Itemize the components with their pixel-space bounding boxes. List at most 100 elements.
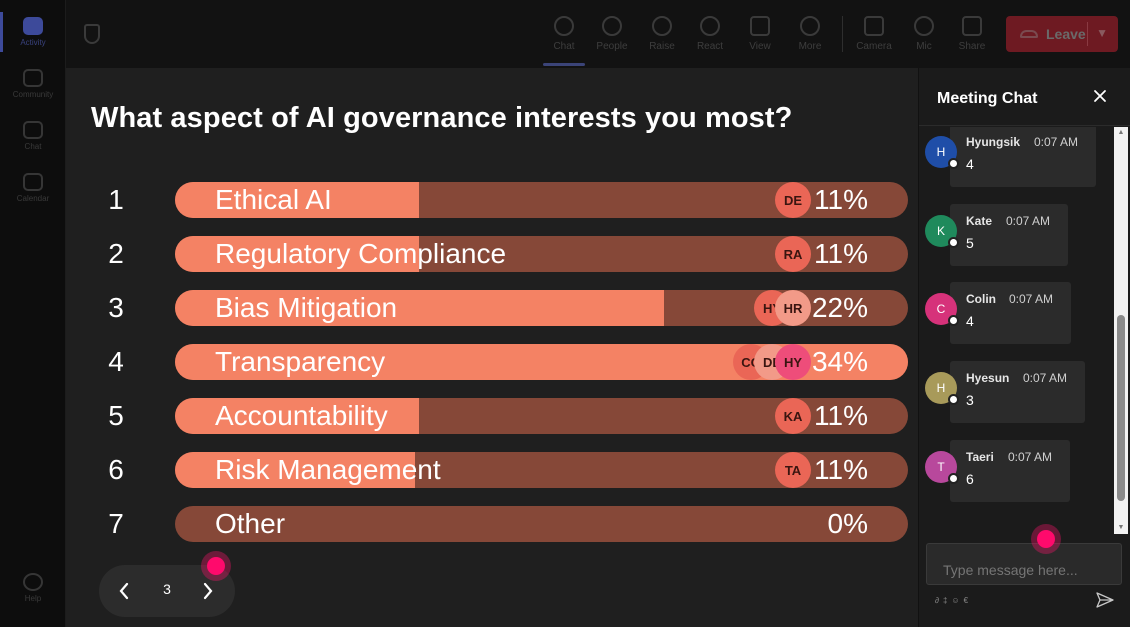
presence-status-icon [948,237,959,248]
poll-option-row[interactable]: 2 Regulatory Compliance 11% RA [66,235,918,273]
voter-avatar: TA [775,452,811,488]
poll-option-row[interactable]: 7 Other 0% [66,505,918,543]
chat-timestamp: 0:07 AM [1006,214,1051,228]
more-icon [800,16,820,36]
rail-item-community[interactable]: Community [0,58,66,110]
chat-timestamp: 0:07 AM [1023,371,1068,385]
chat-avatar[interactable]: C [925,293,959,326]
scroll-down-arrow-icon[interactable]: ▼ [1117,524,1125,531]
chat-message-bubble: Hyesun 0:07 AM 3 [950,361,1085,423]
phone-hangup-icon [1020,30,1038,38]
activity-icon [23,17,43,35]
prev-page-button[interactable] [111,578,137,604]
attach-icon[interactable]: ‡ [942,596,948,605]
poll-option-percent: 0% [827,508,868,539]
rail-item-calendar[interactable]: Calendar [0,162,66,214]
toolbar-divider [842,16,843,52]
toolbar-raise-button[interactable]: Raise [639,0,685,68]
chat-message-bubble: Colin 0:07 AM 4 [950,282,1071,344]
presence-status-icon [948,315,959,326]
chat-avatar[interactable]: K [925,215,959,248]
poll-option-row[interactable]: 1 Ethical AI 11% DE [66,181,918,219]
chat-message-bubble: Kate 0:07 AM 5 [950,204,1068,266]
chat-sender-name: Hyesun [966,371,1010,385]
chat-avatar-initial: K [936,224,945,238]
poll-option-label: Accountability [215,400,388,431]
close-icon [1094,90,1106,102]
chat-avatar[interactable]: H [925,136,959,169]
scroll-thumb[interactable] [1117,315,1125,501]
rail-item-label: Activity [20,38,46,47]
gif-icon[interactable]: € [963,596,969,605]
poll-option-number: 2 [108,238,124,269]
chat-avatar[interactable]: T [925,451,959,484]
emoji-icon[interactable]: ☺ [951,596,960,605]
scroll-up-arrow-icon[interactable]: ▲ [1117,129,1125,136]
help-icon [23,573,43,591]
poll-option-percent: 11% [814,238,868,269]
toolbar-button-label: Camera [856,41,892,52]
toolbar-button-label: People [596,41,628,52]
toolbar-view-button[interactable]: View [737,0,783,68]
send-button[interactable] [1095,592,1115,612]
next-page-button[interactable] [195,578,221,604]
poll-stage: What aspect of AI governance interests y… [66,68,918,627]
view-icon [750,16,770,36]
react-icon [700,16,720,36]
presence-status-icon [948,473,959,484]
poll-option-row[interactable]: 6 Risk Management 11% TA [66,451,918,489]
chat-sender-name: Colin [966,292,996,306]
rail-item-chat[interactable]: Chat [0,110,66,162]
chat-message-input[interactable] [926,543,1122,585]
toolbar-more-button[interactable]: More [787,0,833,68]
toolbar-react-button[interactable]: React [687,0,733,68]
poll-option-number: 5 [108,400,124,431]
chat-message[interactable]: Taeri 0:07 AM 6 T [919,440,1114,504]
format-icon[interactable]: ∂ [935,596,939,605]
poll-option-bar [175,506,908,542]
voter-avatar: DE [775,182,811,218]
chat-scrollbar[interactable]: ▲ ▼ [1114,127,1128,534]
chat-avatar-initial: T [937,460,945,474]
toolbar-camera-button[interactable]: Camera [851,0,897,68]
chevron-down-icon[interactable]: ▼ [1096,26,1108,40]
calendar-icon [23,173,43,191]
help-button[interactable]: Help [0,562,66,614]
poll-option-fill [175,290,664,326]
toolbar-mic-button[interactable]: Mic [901,0,947,68]
chat-avatar-initial: H [936,145,946,159]
meeting-toolbar: Chat People Raise React View More Camera Mic Sha… [66,0,1130,68]
poll-option-label: Other [215,508,286,539]
chat-avatar[interactable]: H [925,372,959,405]
poll-option-row[interactable]: 4 Transparency 34% CO DE HY [66,343,918,381]
toolbar-button-label: Mic [916,41,932,52]
rail-item-label: Community [12,90,54,99]
page-number: 3 [163,581,171,597]
chat-message[interactable]: Hyesun 0:07 AM 3 H [919,361,1114,425]
chat-icon [554,16,574,36]
toolbar-chat-button[interactable]: Chat [541,0,587,68]
chat-message[interactable]: Hyungsik 0:07 AM 4 H [919,127,1114,189]
chat-timestamp: 0:07 AM [1008,450,1053,464]
close-chat-button[interactable] [1089,86,1111,108]
poll-option-label: Regulatory Compliance [215,238,507,269]
toolbar-people-button[interactable]: People [589,0,635,68]
chat-message[interactable]: Kate 0:07 AM 5 K [919,204,1114,268]
voter-avatar: HR [775,290,811,326]
chat-avatar-initial: H [936,381,946,395]
poll-option-number: 1 [108,184,124,215]
rail-item-activity[interactable]: Activity [0,6,66,58]
chat-message[interactable]: Colin 0:07 AM 4 C [919,282,1114,346]
poll-option-percent: 11% [814,184,868,215]
toolbar-share-button[interactable]: Share [949,0,995,68]
chat-sender-name: Taeri [966,450,994,464]
poll-option-number: 4 [108,346,124,377]
leave-button[interactable]: Leave ▼ [1006,16,1118,52]
poll-option-percent: 11% [814,400,868,431]
poll-option-row[interactable]: 3 Bias Mitigation 22% HY HR [66,289,918,327]
toolbar-button-label: Chat [553,41,575,52]
poll-option-row[interactable]: 5 Accountability 11% KA [66,397,918,435]
poll-option-fill [175,182,419,218]
mic-icon [914,16,934,36]
poll-option-percent: 34% [811,346,868,377]
